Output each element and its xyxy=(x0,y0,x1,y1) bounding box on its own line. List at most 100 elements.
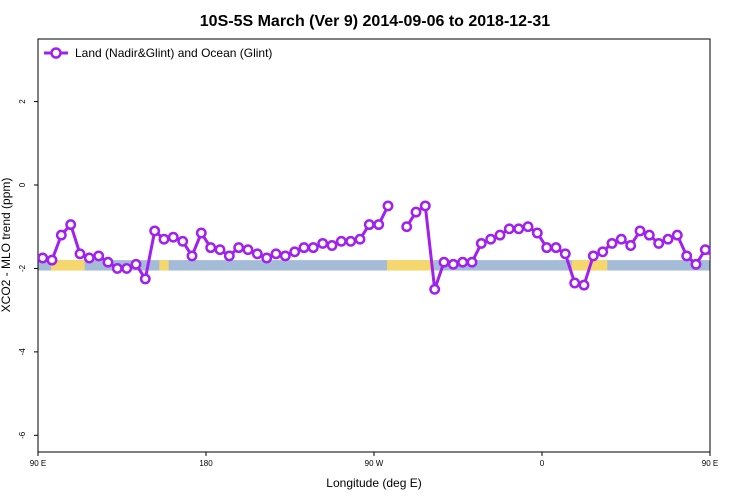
data-point xyxy=(739,220,747,228)
x-tick-label: 90 W xyxy=(365,459,384,468)
data-point xyxy=(466,256,478,268)
data-point xyxy=(93,250,105,262)
data-point xyxy=(205,242,217,254)
data-point xyxy=(55,229,67,241)
data-point xyxy=(401,221,413,233)
data-point xyxy=(429,283,441,295)
data-point xyxy=(223,250,235,262)
series-group xyxy=(38,200,747,295)
x-tick-label: 0 xyxy=(540,459,545,468)
data-point xyxy=(699,244,710,256)
data-point xyxy=(65,219,77,231)
data-point xyxy=(242,244,254,256)
data-point xyxy=(419,200,431,212)
data-point xyxy=(729,231,737,239)
data-point xyxy=(438,256,450,268)
data-point xyxy=(550,242,562,254)
data-point xyxy=(195,227,207,239)
y-tick-label: 2 xyxy=(18,99,27,104)
y-tick-label: -6 xyxy=(18,431,27,439)
data-point xyxy=(559,248,571,260)
land-patch xyxy=(51,260,85,271)
data-point xyxy=(503,223,515,235)
data-point xyxy=(38,252,49,264)
data-point xyxy=(326,240,338,251)
data-point xyxy=(625,240,637,251)
data-point xyxy=(494,229,506,241)
data-point xyxy=(158,233,170,245)
data-point xyxy=(578,279,590,291)
data-point xyxy=(335,235,347,247)
data-point xyxy=(606,237,618,249)
data-point xyxy=(671,229,683,241)
data-point xyxy=(709,255,710,261)
data-point xyxy=(111,262,123,274)
data-point xyxy=(139,273,151,285)
data-point xyxy=(270,248,282,260)
y-tick-label: -4 xyxy=(18,348,27,356)
data-point xyxy=(363,219,375,231)
y-tick-label: -2 xyxy=(18,264,27,272)
data-point xyxy=(410,206,422,218)
series-line xyxy=(405,204,710,291)
data-point xyxy=(279,250,291,262)
data-point xyxy=(46,254,58,266)
data-point xyxy=(307,242,319,254)
data-point xyxy=(681,250,693,262)
land-patch xyxy=(159,260,169,271)
data-point xyxy=(690,258,702,270)
data-point xyxy=(373,219,385,231)
data-point xyxy=(149,225,161,237)
data-point xyxy=(121,262,133,274)
data-point xyxy=(251,248,263,260)
data-point xyxy=(186,250,198,262)
data-point xyxy=(317,237,329,249)
data-point xyxy=(177,235,189,247)
data-point xyxy=(261,252,273,264)
y-tick-label: 0 xyxy=(18,182,27,187)
legend-label: Land (Nadir&Glint) and Ocean (Glint) xyxy=(75,46,272,60)
data-point xyxy=(597,246,609,258)
y-axis: 2 0 -2 -4 -6 xyxy=(18,99,38,439)
x-tick-label: 180 xyxy=(199,459,213,468)
data-point xyxy=(298,242,310,254)
data-point xyxy=(531,227,543,239)
x-tick-label: 90 E xyxy=(702,459,718,468)
data-point xyxy=(587,250,599,262)
land-patch xyxy=(387,260,434,271)
x-tick-label: 90 E xyxy=(30,459,46,468)
x-axis-label: Longitude (deg E) xyxy=(326,476,421,490)
data-point xyxy=(354,233,366,245)
data-point xyxy=(522,221,534,233)
data-point xyxy=(615,233,627,245)
data-point xyxy=(289,246,301,258)
legend-marker xyxy=(50,47,62,59)
x-axis: 90 E 180 90 W 0 90 E xyxy=(30,452,718,468)
data-point xyxy=(569,277,581,289)
data-point xyxy=(720,256,728,264)
data-point xyxy=(74,248,86,260)
data-point xyxy=(382,200,394,212)
data-point xyxy=(541,242,553,254)
data-point xyxy=(102,256,114,268)
y-axis-label: XCO2 - MLO trend (ppm) xyxy=(0,178,13,313)
data-point xyxy=(485,233,497,245)
data-point xyxy=(214,244,226,256)
data-point xyxy=(643,229,655,241)
data-point xyxy=(167,231,179,243)
data-point xyxy=(653,237,665,249)
data-point xyxy=(447,258,459,270)
data-point xyxy=(345,235,357,247)
legend: Land (Nadir&Glint) and Ocean (Glint) xyxy=(44,46,272,60)
chart-title: 10S-5S March (Ver 9) 2014-09-06 to 2018-… xyxy=(200,13,551,30)
data-point xyxy=(634,225,646,237)
data-point xyxy=(513,223,525,235)
data-point xyxy=(475,237,487,249)
data-point xyxy=(130,258,142,270)
ocean-band xyxy=(38,260,710,271)
data-point xyxy=(233,242,245,254)
data-point xyxy=(457,256,469,268)
data-point xyxy=(83,252,95,264)
data-point xyxy=(662,233,674,245)
